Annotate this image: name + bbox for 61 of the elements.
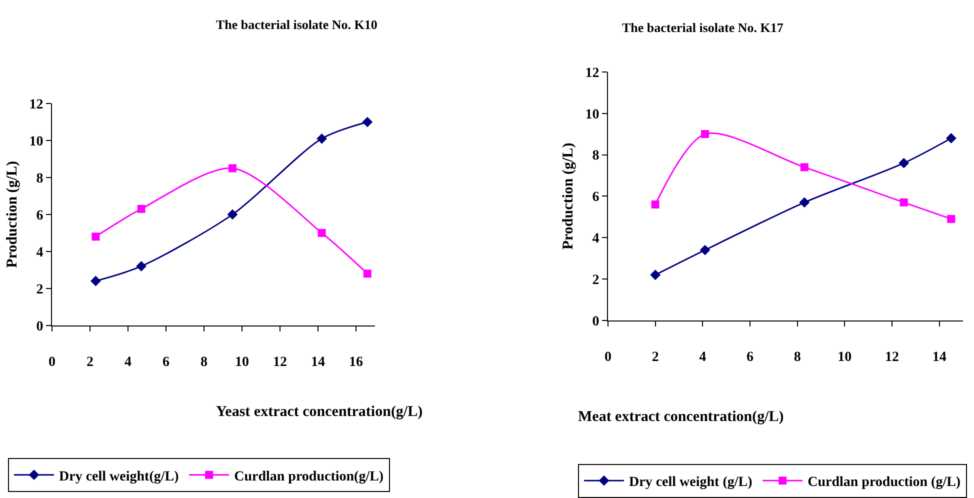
point	[137, 204, 146, 213]
point	[363, 270, 372, 278]
y-tick-label: 0	[36, 319, 44, 334]
y-tick-label: 0	[592, 314, 600, 330]
y-tick-label: 4	[36, 245, 44, 260]
y-axis-title: Production (g/L)	[4, 161, 20, 268]
point	[946, 133, 956, 144]
x-tick-label: 12	[885, 350, 899, 366]
point	[701, 130, 710, 138]
legend-label: Dry cell weight (g/L)	[629, 475, 753, 490]
point	[228, 164, 236, 172]
x-tick-label: 10	[838, 350, 852, 366]
x-tick-label: 0	[48, 355, 56, 370]
y-tick-label: 8	[592, 148, 600, 164]
point	[92, 232, 100, 241]
chart-title: The bacterial isolate No. K17	[622, 20, 784, 35]
y-tick-label: 10	[585, 107, 600, 122]
point	[898, 158, 910, 168]
legend-label: Dry cell weight(g/L)	[59, 469, 180, 484]
x-tick-label: 2	[86, 355, 94, 370]
x-tick-label: 2	[652, 350, 659, 366]
point	[318, 228, 326, 237]
y-tick-label: 6	[36, 208, 44, 224]
x-tick-label: 10	[235, 355, 249, 370]
x-tick-label: 6	[162, 355, 170, 370]
point	[362, 116, 373, 128]
x-tick-label: 14	[932, 350, 946, 366]
x-axis-title: Meat extract concentration(g/L)	[578, 409, 784, 425]
chart-title: The bacterial isolate No. K10	[216, 17, 378, 32]
point	[799, 197, 810, 208]
legend-label: Curdlan production(g/L)	[234, 469, 384, 484]
y-tick-label: 12	[585, 66, 600, 81]
point	[651, 200, 660, 208]
x-tick-label: 0	[604, 350, 612, 366]
x-tick-label: 16	[349, 355, 363, 370]
y-tick-label: 4	[592, 232, 600, 247]
point	[136, 261, 146, 272]
x-tick-label: 4	[124, 355, 132, 370]
y-tick-label: 12	[29, 97, 44, 112]
y-axis-title: Production (g/L)	[560, 142, 576, 250]
x-tick-label: 14	[311, 355, 325, 370]
point	[316, 133, 327, 144]
point	[800, 163, 808, 172]
y-tick-label: 6	[592, 190, 600, 206]
point	[700, 244, 710, 256]
point	[947, 214, 956, 223]
point	[227, 209, 238, 220]
x-tick-label: 12	[273, 355, 287, 370]
x-axis-title: Yeast extract concentration(g/L)	[216, 404, 423, 420]
y-tick-label: 2	[592, 272, 600, 288]
point	[650, 270, 661, 280]
x-tick-label: 8	[200, 355, 208, 370]
x-tick-label: 4	[699, 350, 706, 366]
legend-label: Curdlan production (g/L)	[808, 475, 961, 490]
y-tick-label: 2	[36, 282, 44, 298]
x-tick-label: 6	[746, 350, 754, 366]
x-tick-label: 8	[794, 350, 801, 366]
point	[900, 198, 908, 206]
point	[90, 276, 101, 286]
y-tick-label: 10	[29, 134, 44, 150]
y-tick-label: 8	[36, 171, 44, 186]
